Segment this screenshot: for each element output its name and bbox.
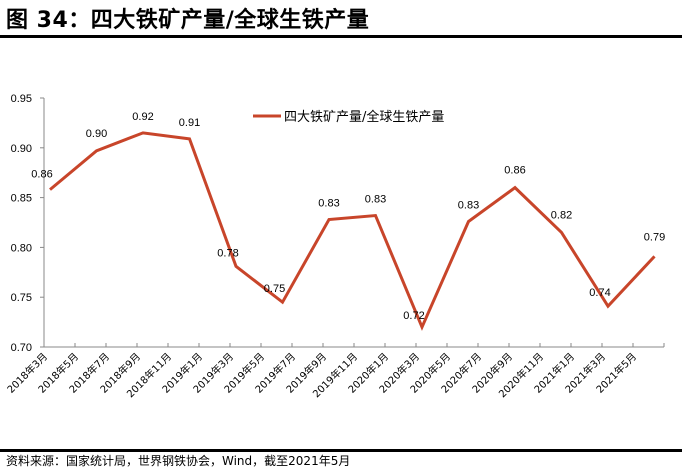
data-label: 0.90: [86, 128, 107, 140]
y-tick-label: 0.70: [11, 342, 32, 354]
legend-label: 四大铁矿产量/全球生铁产量: [284, 109, 444, 125]
data-label: 0.83: [365, 194, 386, 206]
y-tick-label: 0.75: [11, 292, 32, 304]
y-tick-label: 0.90: [11, 143, 32, 155]
series-line: [49, 131, 656, 331]
figure-title: 图 34：四大铁矿产量/全球生铁产量: [6, 8, 370, 33]
bottom-divider: [0, 449, 682, 452]
data-label: 0.82: [551, 209, 572, 221]
data-label: 0.83: [458, 200, 479, 212]
y-tick-label: 0.95: [11, 93, 32, 105]
data-label: 0.72: [403, 310, 424, 322]
data-label: 0.78: [217, 247, 238, 259]
data-label: 0.79: [644, 231, 665, 243]
data-label: 0.75: [264, 283, 285, 295]
line-chart: 0.700.750.800.850.900.952018年3月2018年5月20…: [4, 93, 665, 400]
data-label: 0.92: [132, 111, 153, 123]
data-label: 0.91: [179, 117, 200, 129]
data-label: 0.83: [318, 198, 339, 210]
y-tick-label: 0.80: [11, 242, 32, 254]
y-tick-label: 0.85: [11, 193, 32, 205]
top-divider: [0, 35, 682, 38]
data-label: 0.86: [31, 169, 52, 181]
data-label: 0.74: [589, 287, 610, 299]
source-note: 资料来源：国家统计局，世界钢铁协会，Wind，截至2021年5月: [6, 454, 351, 468]
data-label: 0.86: [504, 165, 525, 177]
